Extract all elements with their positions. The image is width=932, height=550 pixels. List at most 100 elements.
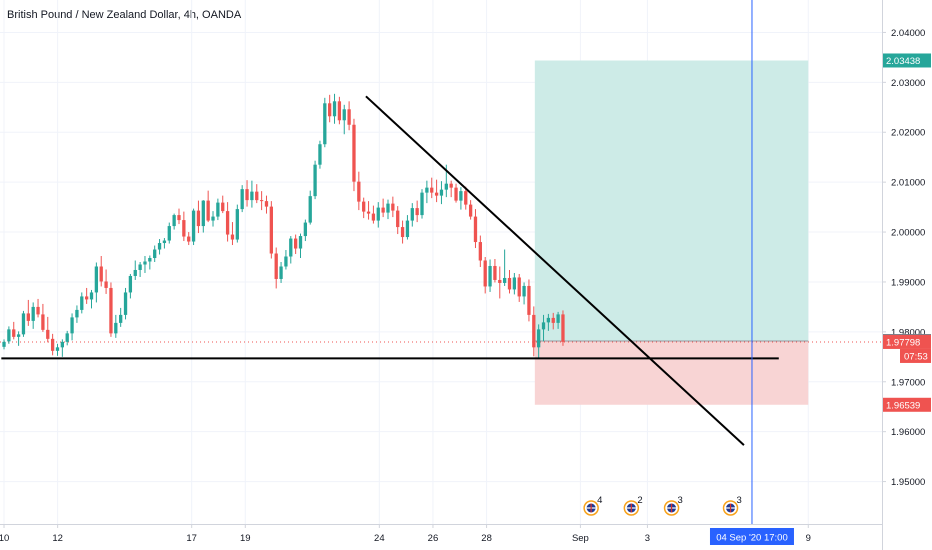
candle-body xyxy=(517,277,521,297)
candle xyxy=(167,222,171,244)
candle-body xyxy=(352,124,356,182)
candle-body xyxy=(138,264,142,270)
candle-body xyxy=(65,333,69,342)
candle-body xyxy=(269,206,273,254)
candle-body xyxy=(522,285,526,297)
candle-body xyxy=(216,202,220,217)
candle-body xyxy=(172,215,176,227)
candle-body xyxy=(274,253,278,279)
candle xyxy=(104,269,108,294)
candle-body xyxy=(31,306,35,321)
candle xyxy=(225,202,230,242)
candle xyxy=(70,313,74,341)
candle xyxy=(46,316,50,343)
price-tag: 2.03438 xyxy=(883,53,931,68)
candle-body xyxy=(75,309,79,318)
countdown-tag-label: 07:53 xyxy=(904,351,928,362)
candle-body xyxy=(167,226,171,241)
event-flag-icon: 2 xyxy=(623,495,643,516)
candle-body xyxy=(527,285,531,315)
candle-body xyxy=(308,196,312,223)
candle-body xyxy=(561,314,565,342)
candle-body xyxy=(502,277,507,283)
candle xyxy=(259,191,264,211)
candle-body xyxy=(162,240,167,244)
candle xyxy=(274,247,278,289)
candle xyxy=(157,239,162,255)
candle xyxy=(55,343,60,356)
candle-body xyxy=(119,314,123,323)
candle-body xyxy=(366,211,371,214)
candle-body xyxy=(328,103,332,117)
candle xyxy=(362,197,366,219)
candle-body xyxy=(128,275,133,293)
candle xyxy=(16,331,21,346)
candle xyxy=(2,339,6,350)
candle-body xyxy=(114,322,118,334)
candle-body xyxy=(464,191,468,205)
y-tick-label: 1.99000 xyxy=(891,277,925,288)
candle xyxy=(109,282,113,337)
candle xyxy=(26,299,30,326)
loss-zone xyxy=(534,341,809,405)
candle-body xyxy=(46,329,50,339)
x-tick-label: 10 xyxy=(0,533,9,544)
y-tick-label: 1.95000 xyxy=(891,477,925,488)
candle xyxy=(221,195,225,214)
price-tag-bg xyxy=(883,397,931,412)
y-tick-label: 2.03000 xyxy=(891,78,925,89)
candle xyxy=(255,184,259,204)
candle xyxy=(507,269,512,294)
price-tag: 1.97798 xyxy=(883,334,931,349)
candle xyxy=(459,187,463,210)
candle xyxy=(517,273,521,302)
candle-body xyxy=(187,236,191,242)
candle-body xyxy=(493,265,497,280)
candle-body xyxy=(551,317,555,323)
event-count: 4 xyxy=(597,495,602,506)
candle-body xyxy=(41,314,45,330)
candle xyxy=(31,302,35,329)
candle-body xyxy=(104,281,108,288)
candle xyxy=(561,310,565,346)
candle xyxy=(337,96,342,125)
candle-body xyxy=(250,191,254,201)
candle-body xyxy=(109,287,113,334)
candle xyxy=(153,245,157,262)
descending-trendline xyxy=(365,95,745,446)
candle-body xyxy=(478,242,482,261)
event-count: 3 xyxy=(678,495,683,506)
candle-body xyxy=(221,202,225,212)
candle-body xyxy=(556,314,560,323)
candle xyxy=(488,259,492,292)
candle xyxy=(298,233,303,259)
candle xyxy=(206,190,210,223)
candle-body xyxy=(444,183,448,190)
candle-body xyxy=(157,243,162,250)
candle-body xyxy=(255,191,259,201)
candle-body xyxy=(323,103,327,145)
candle-body xyxy=(396,210,400,228)
candle-body xyxy=(376,207,380,221)
candle-body xyxy=(143,261,147,265)
event-flag-icon: 3 xyxy=(722,495,742,516)
candle xyxy=(148,255,152,270)
candle xyxy=(240,185,244,213)
candle xyxy=(308,190,312,225)
price-tag: 1.96539 xyxy=(883,397,931,412)
candle-body xyxy=(337,101,342,121)
candle xyxy=(512,272,517,295)
candle-body xyxy=(410,208,414,221)
y-tick-label: 2.02000 xyxy=(891,128,925,139)
candle-body xyxy=(342,109,346,121)
candle xyxy=(318,140,322,169)
candle-body xyxy=(537,329,541,348)
candle xyxy=(342,104,346,135)
candle xyxy=(376,202,380,228)
candle-body xyxy=(546,317,551,323)
candles xyxy=(2,93,565,358)
candle xyxy=(138,262,142,277)
x-tick-label: 17 xyxy=(186,533,197,544)
candle-body xyxy=(454,187,458,201)
